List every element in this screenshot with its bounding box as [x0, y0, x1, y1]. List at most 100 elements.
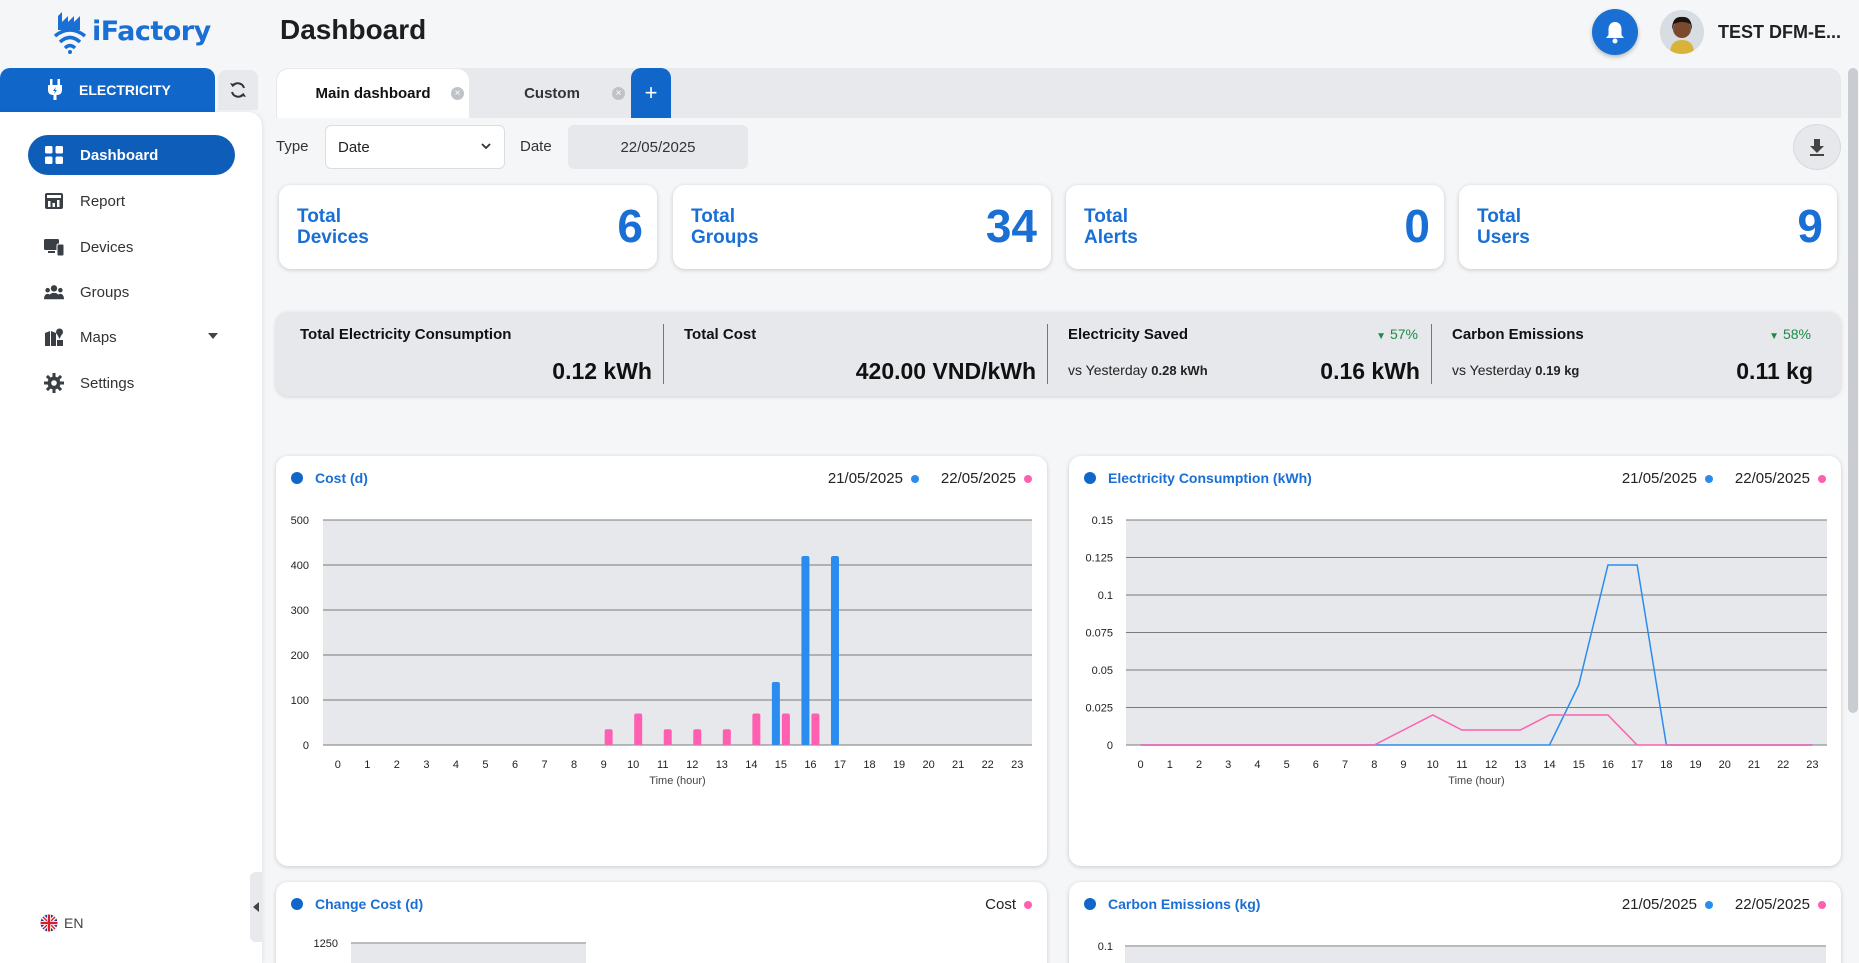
x-tick-label: 4 — [453, 759, 459, 771]
x-tick-label: 7 — [1342, 759, 1348, 771]
legend-item[interactable]: 22/05/2025 — [1734, 470, 1810, 487]
y-tick-label: 400 — [291, 560, 309, 572]
stat-card-alerts[interactable]: Total Alerts 0 — [1066, 185, 1444, 269]
bar — [801, 556, 810, 745]
chart-card-cost: Cost (d) 21/05/2025 22/05/2025 0 100 200 30… — [276, 456, 1047, 866]
legend-item[interactable]: 21/05/2025 — [827, 470, 903, 487]
x-tick-label: 9 — [1400, 759, 1406, 771]
y-tick-label: 0.1 — [1098, 590, 1113, 602]
stat-card-users[interactable]: Total Users 9 — [1459, 185, 1837, 269]
x-tick-label: 10 — [627, 759, 639, 771]
summary-value: 0.12 kWh — [552, 358, 652, 384]
sidebar-item-groups[interactable]: Groups — [28, 272, 235, 312]
legend-item[interactable]: 22/05/2025 — [940, 470, 1016, 487]
sidebar-collapse-handle[interactable] — [250, 872, 262, 942]
title-dot-icon — [1084, 898, 1096, 910]
x-tick-label: 16 — [1602, 759, 1614, 771]
x-tick-label: 22 — [982, 759, 994, 771]
bar — [811, 713, 820, 745]
dashboard-tabs: Main dashboard × Custom × + — [276, 68, 1841, 118]
legend-item[interactable]: Cost — [985, 896, 1016, 913]
stat-value: 9 — [1797, 200, 1823, 252]
chart-legend: 21/05/2025 22/05/2025 — [1622, 470, 1826, 487]
carbon-chart: 0.1 — [1098, 941, 1826, 963]
legend-swatch — [1024, 474, 1032, 483]
legend-swatch — [1024, 900, 1032, 909]
bar — [830, 556, 839, 745]
sidebar-item-devices[interactable]: Devices — [28, 227, 235, 267]
grid-icon — [44, 145, 64, 165]
x-tick-label: 1 — [364, 759, 370, 771]
bar — [693, 729, 702, 745]
x-tick-label: 11 — [1456, 759, 1467, 771]
legend-swatch — [1704, 900, 1713, 909]
chart-card-consumption: Electricity Consumption (kWh) 21/05/2025… — [1069, 456, 1841, 866]
stat-value: 34 — [985, 200, 1037, 252]
summary-vs: vs Yesterday 0.28 kWh — [1068, 362, 1208, 378]
x-tick-label: 5 — [482, 759, 488, 771]
legend-swatch — [910, 474, 919, 483]
x-tick-label: 14 — [745, 759, 757, 771]
sidebar-item-label: Groups — [80, 283, 130, 301]
user-name[interactable]: TEST DFM-E... — [1718, 22, 1841, 42]
sidebar-item-report[interactable]: Report — [28, 181, 235, 221]
x-axis-label: Time (hour) — [649, 775, 705, 787]
date-input[interactable]: 22/05/2025 — [568, 125, 748, 169]
type-select[interactable]: Date — [325, 125, 505, 169]
x-tick-label: 6 — [512, 759, 518, 771]
plot-area — [1125, 947, 1826, 963]
bar — [634, 713, 643, 745]
x-tick-label: 2 — [1196, 759, 1202, 771]
stat-card-groups[interactable]: Total Groups 34 — [673, 185, 1051, 269]
app-logo[interactable]: iFactory — [52, 6, 212, 56]
page-scrollbar[interactable] — [1848, 68, 1858, 713]
download-icon — [1810, 139, 1824, 156]
notifications-button[interactable] — [1592, 9, 1638, 55]
type-select-value: Date — [338, 138, 370, 156]
x-tick-label: 11 — [657, 759, 668, 771]
add-tab-button[interactable]: + — [631, 68, 671, 118]
avatar[interactable] — [1660, 10, 1704, 54]
sidebar-item-dashboard[interactable]: Dashboard — [28, 135, 235, 175]
divider — [1431, 324, 1432, 384]
date-label: Date — [520, 138, 552, 155]
summary-title: Total Cost — [684, 326, 757, 343]
download-button[interactable] — [1793, 124, 1841, 170]
bar — [604, 729, 613, 745]
x-tick-label: 19 — [893, 759, 905, 771]
sidebar-item-settings[interactable]: Settings — [28, 363, 235, 403]
sidebar-item-label: Dashboard — [80, 146, 159, 164]
groups-icon — [44, 282, 64, 302]
legend-item[interactable]: 21/05/2025 — [1621, 896, 1697, 913]
close-tab-main-icon[interactable]: × — [451, 87, 464, 100]
stat-card-devices[interactable]: Total Devices 6 — [279, 185, 657, 269]
refresh-button[interactable] — [218, 70, 258, 110]
x-tick-label: 18 — [1660, 759, 1672, 771]
module-tab-electricity[interactable]: ELECTRICITY — [0, 68, 215, 112]
legend-item[interactable]: 22/05/2025 — [1734, 896, 1810, 913]
summary-title: Total Electricity Consumption — [300, 326, 512, 343]
x-tick-label: 15 — [1573, 759, 1585, 771]
x-tick-label: 19 — [1689, 759, 1701, 771]
x-tick-label: 6 — [1313, 759, 1319, 771]
chevron-down-icon — [481, 143, 491, 150]
title-dot-icon — [291, 898, 303, 910]
sidebar-item-maps[interactable]: Maps — [28, 317, 235, 357]
legend-item[interactable]: 21/05/2025 — [1621, 470, 1697, 487]
x-tick-label: 9 — [601, 759, 607, 771]
stat-label: Total Devices — [297, 206, 369, 248]
chart-legend: 21/05/2025 22/05/2025 — [1622, 896, 1826, 913]
close-tab-custom-icon[interactable]: × — [612, 87, 625, 100]
tab-custom[interactable]: Custom — [472, 69, 632, 118]
bar — [722, 729, 731, 745]
x-tick-label: 20 — [1719, 759, 1731, 771]
x-tick-label: 7 — [542, 759, 548, 771]
tab-label: Custom — [524, 85, 580, 102]
filter-row: Type Date Date 22/05/2025 — [276, 124, 1841, 170]
page-title: Dashboard — [280, 14, 427, 45]
maps-expand-caret-icon[interactable] — [207, 332, 219, 340]
language-selector[interactable]: EN — [40, 914, 83, 932]
tab-main-dashboard[interactable]: Main dashboard — [277, 69, 469, 118]
